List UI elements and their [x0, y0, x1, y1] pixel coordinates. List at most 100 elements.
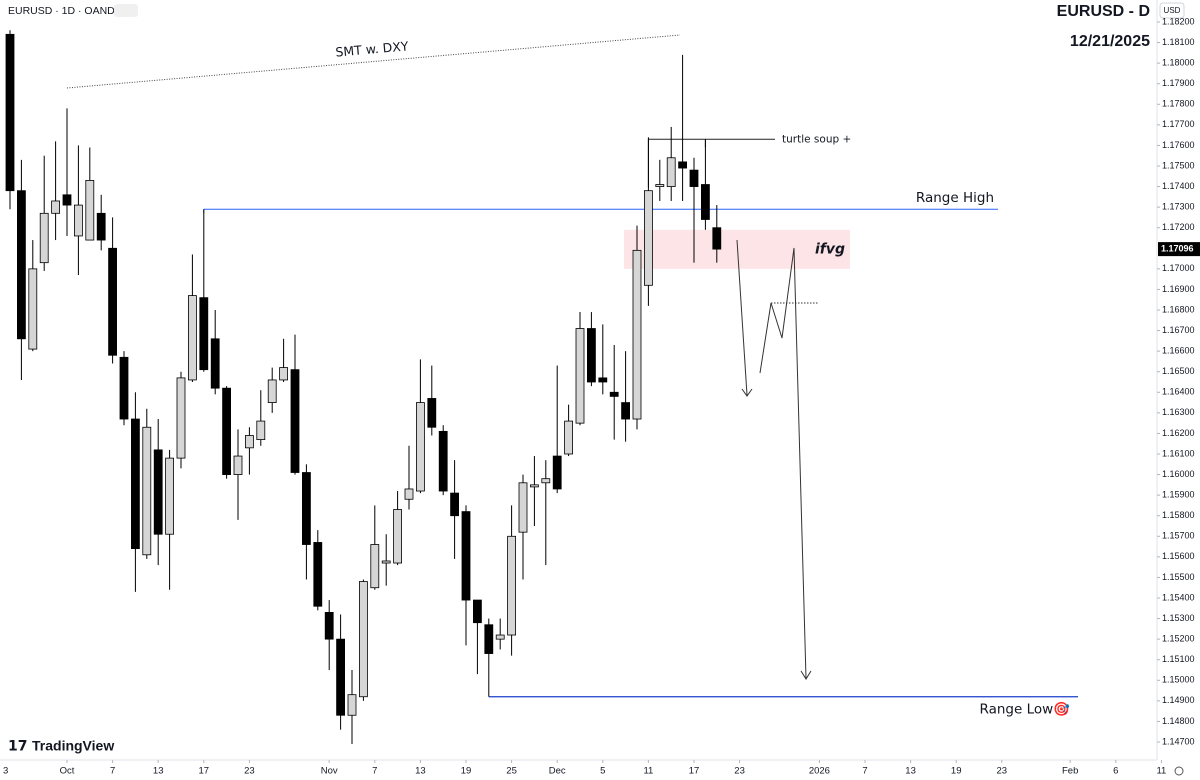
x-tick-label: 17 — [199, 766, 210, 777]
brand-logo: 𝟭𝟳 — [8, 738, 27, 754]
candle-body — [176, 377, 186, 459]
x-tick-label: 3 — [3, 766, 8, 777]
y-tick-label: 1.17800 — [1162, 99, 1195, 109]
y-tick-label: 1.15400 — [1162, 592, 1195, 602]
chart-title: EURUSD - D — [1057, 3, 1150, 20]
candle-body — [324, 612, 334, 640]
candle-body — [518, 482, 528, 533]
currency-label[interactable]: USD — [1164, 6, 1181, 15]
candle-body — [632, 249, 642, 420]
candle-body — [541, 478, 551, 484]
candle-body — [142, 426, 152, 556]
candle-body — [415, 402, 425, 492]
x-tick-label: Feb — [1062, 766, 1078, 777]
candle-body — [530, 484, 539, 488]
candle-body — [51, 200, 60, 214]
x-tick-label: 5 — [600, 766, 605, 777]
candle-body — [130, 418, 140, 550]
candle-body — [564, 420, 573, 455]
y-tick-label: 1.17000 — [1162, 263, 1195, 273]
currency-button[interactable] — [1159, 2, 1185, 19]
projection-arrow — [736, 239, 748, 396]
candle-body — [290, 369, 300, 473]
projection-arrow — [759, 247, 807, 679]
candle-body — [621, 402, 630, 420]
candle-body — [701, 184, 710, 220]
x-tick-label: 23 — [997, 766, 1008, 777]
x-tick-label: 7 — [110, 766, 115, 777]
candle-body — [233, 455, 243, 475]
candle-body — [484, 624, 494, 654]
candle-body — [39, 212, 49, 264]
candle-body — [74, 204, 83, 237]
x-tick-label: 2026 — [809, 766, 830, 777]
y-tick-label: 1.16900 — [1162, 284, 1195, 294]
chart-subtitle: 12/21/2025 — [1070, 33, 1150, 50]
x-tick-label: 19 — [951, 766, 962, 777]
y-tick-label: 1.14700 — [1162, 736, 1195, 746]
smt-line — [66, 34, 681, 89]
smt-label: SMT w. DXY — [335, 38, 410, 59]
y-tick-label: 1.16300 — [1162, 407, 1195, 417]
y-tick-label: 1.18000 — [1162, 58, 1195, 68]
candle-body — [347, 694, 357, 716]
y-tick-label: 1.15900 — [1162, 490, 1195, 500]
candle-body — [119, 356, 129, 420]
ifvg-zone — [624, 229, 850, 269]
arrow-head — [741, 388, 753, 397]
candle-body — [461, 511, 471, 601]
x-tick-label: 25 — [506, 766, 517, 777]
y-tick-label: 1.15700 — [1162, 531, 1195, 541]
candle-body — [678, 161, 687, 169]
candle-body — [472, 599, 482, 624]
y-tick-label: 1.17500 — [1162, 160, 1195, 170]
candle-body — [279, 367, 289, 381]
candle-body — [267, 379, 277, 403]
x-tick-label: 11 — [643, 766, 653, 777]
candle-body — [28, 268, 38, 350]
plot-area: ifvg SMT w. DXY Range High Range Low🎯 turtle… — [5, 30, 1078, 745]
y-tick-label: 1.18100 — [1162, 37, 1195, 47]
candle-body — [507, 535, 517, 636]
candle-body — [370, 544, 380, 589]
x-tick-label: 23 — [734, 766, 745, 777]
arrow-head — [800, 670, 812, 680]
candle-body — [404, 488, 414, 500]
y-tick-label: 1.17200 — [1162, 222, 1195, 232]
y-tick-label: 1.16200 — [1162, 428, 1195, 438]
y-tick-label: 1.16400 — [1162, 387, 1195, 397]
status-badge — [114, 4, 138, 17]
settings-icon[interactable] — [1174, 766, 1184, 776]
x-tick-label: 11 — [1156, 766, 1166, 777]
candle-body — [336, 638, 346, 716]
y-tick-label: 1.15800 — [1162, 510, 1195, 520]
candle-body — [712, 227, 722, 250]
y-tick-label: 1.16100 — [1162, 448, 1195, 458]
y-tick-label: 1.18200 — [1162, 16, 1195, 26]
candle-body — [598, 377, 608, 383]
candle-body — [644, 190, 653, 286]
x-tick-label: 13 — [153, 766, 164, 777]
y-tick-label: 1.15200 — [1162, 634, 1195, 644]
y-tick-label: 1.17900 — [1162, 78, 1195, 88]
candle-body — [5, 33, 15, 192]
x-tick-label: 17 — [689, 766, 700, 777]
x-tick-label: 7 — [862, 766, 867, 777]
y-tick-label: 1.17400 — [1162, 181, 1195, 191]
candle-body — [393, 509, 403, 564]
candle-body — [495, 634, 505, 640]
candle-body — [689, 169, 699, 187]
candle-body — [244, 435, 254, 449]
candle-body — [199, 297, 209, 371]
x-tick-label: 6 — [1113, 766, 1118, 777]
candle-body — [438, 430, 448, 492]
y-tick-label: 1.16700 — [1162, 325, 1195, 335]
candle-body — [108, 247, 117, 356]
y-tick-label: 1.15100 — [1162, 654, 1195, 664]
candle-body — [165, 457, 175, 535]
candle-body — [427, 398, 437, 428]
candle-body — [62, 194, 72, 206]
candle-body — [16, 190, 26, 340]
candle-body — [187, 295, 197, 381]
